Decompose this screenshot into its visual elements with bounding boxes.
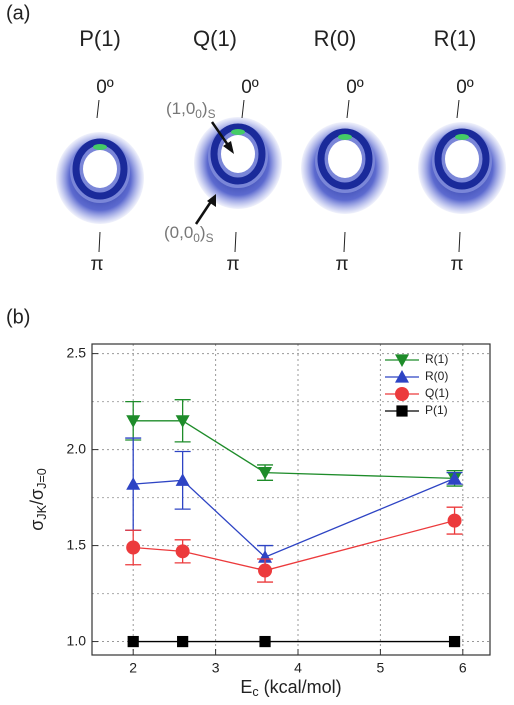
legend-marker	[396, 405, 407, 416]
figure: (a) P(1)0ºπQ(1)0ºπR(0)0ºπR(1)0ºπ(1,00)S(…	[0, 0, 514, 705]
y-tick-label: 2.0	[67, 440, 87, 456]
marker-line	[99, 232, 100, 252]
hole	[328, 140, 362, 178]
hot-spot	[231, 129, 245, 135]
panel-label: (a)	[6, 2, 30, 24]
label-part: /σ	[27, 489, 47, 505]
marker-line	[344, 232, 345, 252]
arrow	[196, 200, 212, 224]
line-label: R(0)	[314, 26, 357, 51]
x-tick-label: 6	[459, 660, 467, 676]
y-tick-label: 1.0	[67, 632, 87, 648]
marker	[176, 473, 190, 486]
label-part: σ	[27, 520, 47, 531]
marker-line	[242, 100, 244, 118]
x-tick-label: 2	[129, 660, 137, 676]
annotation: (0,00)S	[164, 223, 214, 245]
panel-label: (b)	[6, 306, 30, 328]
hot-spot	[455, 134, 469, 140]
legend-label: P(1)	[425, 403, 448, 417]
y-tick-label: 2.5	[67, 344, 87, 360]
legend-marker	[395, 370, 409, 383]
pi-label: π	[450, 254, 463, 275]
subscript: S	[206, 231, 214, 245]
hot-spot	[93, 144, 107, 150]
legend-label: Q(1)	[425, 386, 449, 400]
zero-label: 0º	[96, 77, 114, 98]
label-part: (kcal/mol)	[259, 677, 342, 697]
subscript: J=0	[35, 468, 49, 489]
hole	[445, 140, 479, 178]
subscript: S	[208, 107, 216, 121]
y-tick-label: 1.5	[67, 536, 87, 552]
line-label: Q(1)	[193, 26, 237, 51]
zero-label: 0º	[241, 77, 259, 98]
x-tick-label: 3	[212, 660, 220, 676]
x-tick-label: 4	[294, 660, 302, 676]
marker-line	[347, 100, 349, 118]
pi-label: π	[226, 254, 239, 275]
marker	[128, 636, 139, 647]
marker	[176, 544, 190, 558]
marker	[126, 540, 140, 554]
line-label: P(1)	[79, 26, 121, 51]
marker-line	[457, 100, 459, 118]
panel-b: (b) 2 3 4 5 6 1.0 1.5 2.0 2.5 Ec (kcal/mol) σJK/σJ=…	[6, 306, 490, 699]
legend-marker	[395, 387, 409, 401]
marker-line	[235, 232, 236, 252]
label-part: E	[240, 677, 252, 697]
marker	[126, 415, 140, 428]
hole	[83, 150, 117, 188]
line-label: R(1)	[434, 26, 477, 51]
marker	[258, 564, 272, 578]
pi-label: π	[335, 254, 348, 275]
annotation: (1,00)S	[166, 99, 216, 121]
hot-spot	[338, 134, 352, 140]
x-tick-label: 5	[377, 660, 385, 676]
pi-label: π	[90, 254, 103, 275]
legend-label: R(0)	[425, 369, 448, 383]
marker	[177, 636, 188, 647]
legend-marker	[395, 354, 409, 367]
label-part: (1,0	[166, 99, 195, 118]
y-axis-label: σJK/σJ=0	[27, 468, 50, 531]
marker	[448, 514, 462, 528]
panel-a: P(1) 0º π Q(1) 0º π R(0) 0º π R(1) 0º π (1,00)S (0,00…	[56, 26, 506, 275]
x-axis-label: Ec (kcal/mol)	[240, 677, 341, 700]
marker	[449, 636, 460, 647]
zero-label: 0º	[456, 77, 474, 98]
subscript: JK	[35, 504, 49, 519]
marker-line	[459, 232, 460, 252]
legend-label: R(1)	[425, 352, 448, 366]
label-part: (0,0	[164, 223, 193, 242]
marker	[259, 636, 270, 647]
marker-line	[97, 100, 99, 118]
marker	[176, 415, 190, 428]
zero-label: 0º	[346, 77, 364, 98]
